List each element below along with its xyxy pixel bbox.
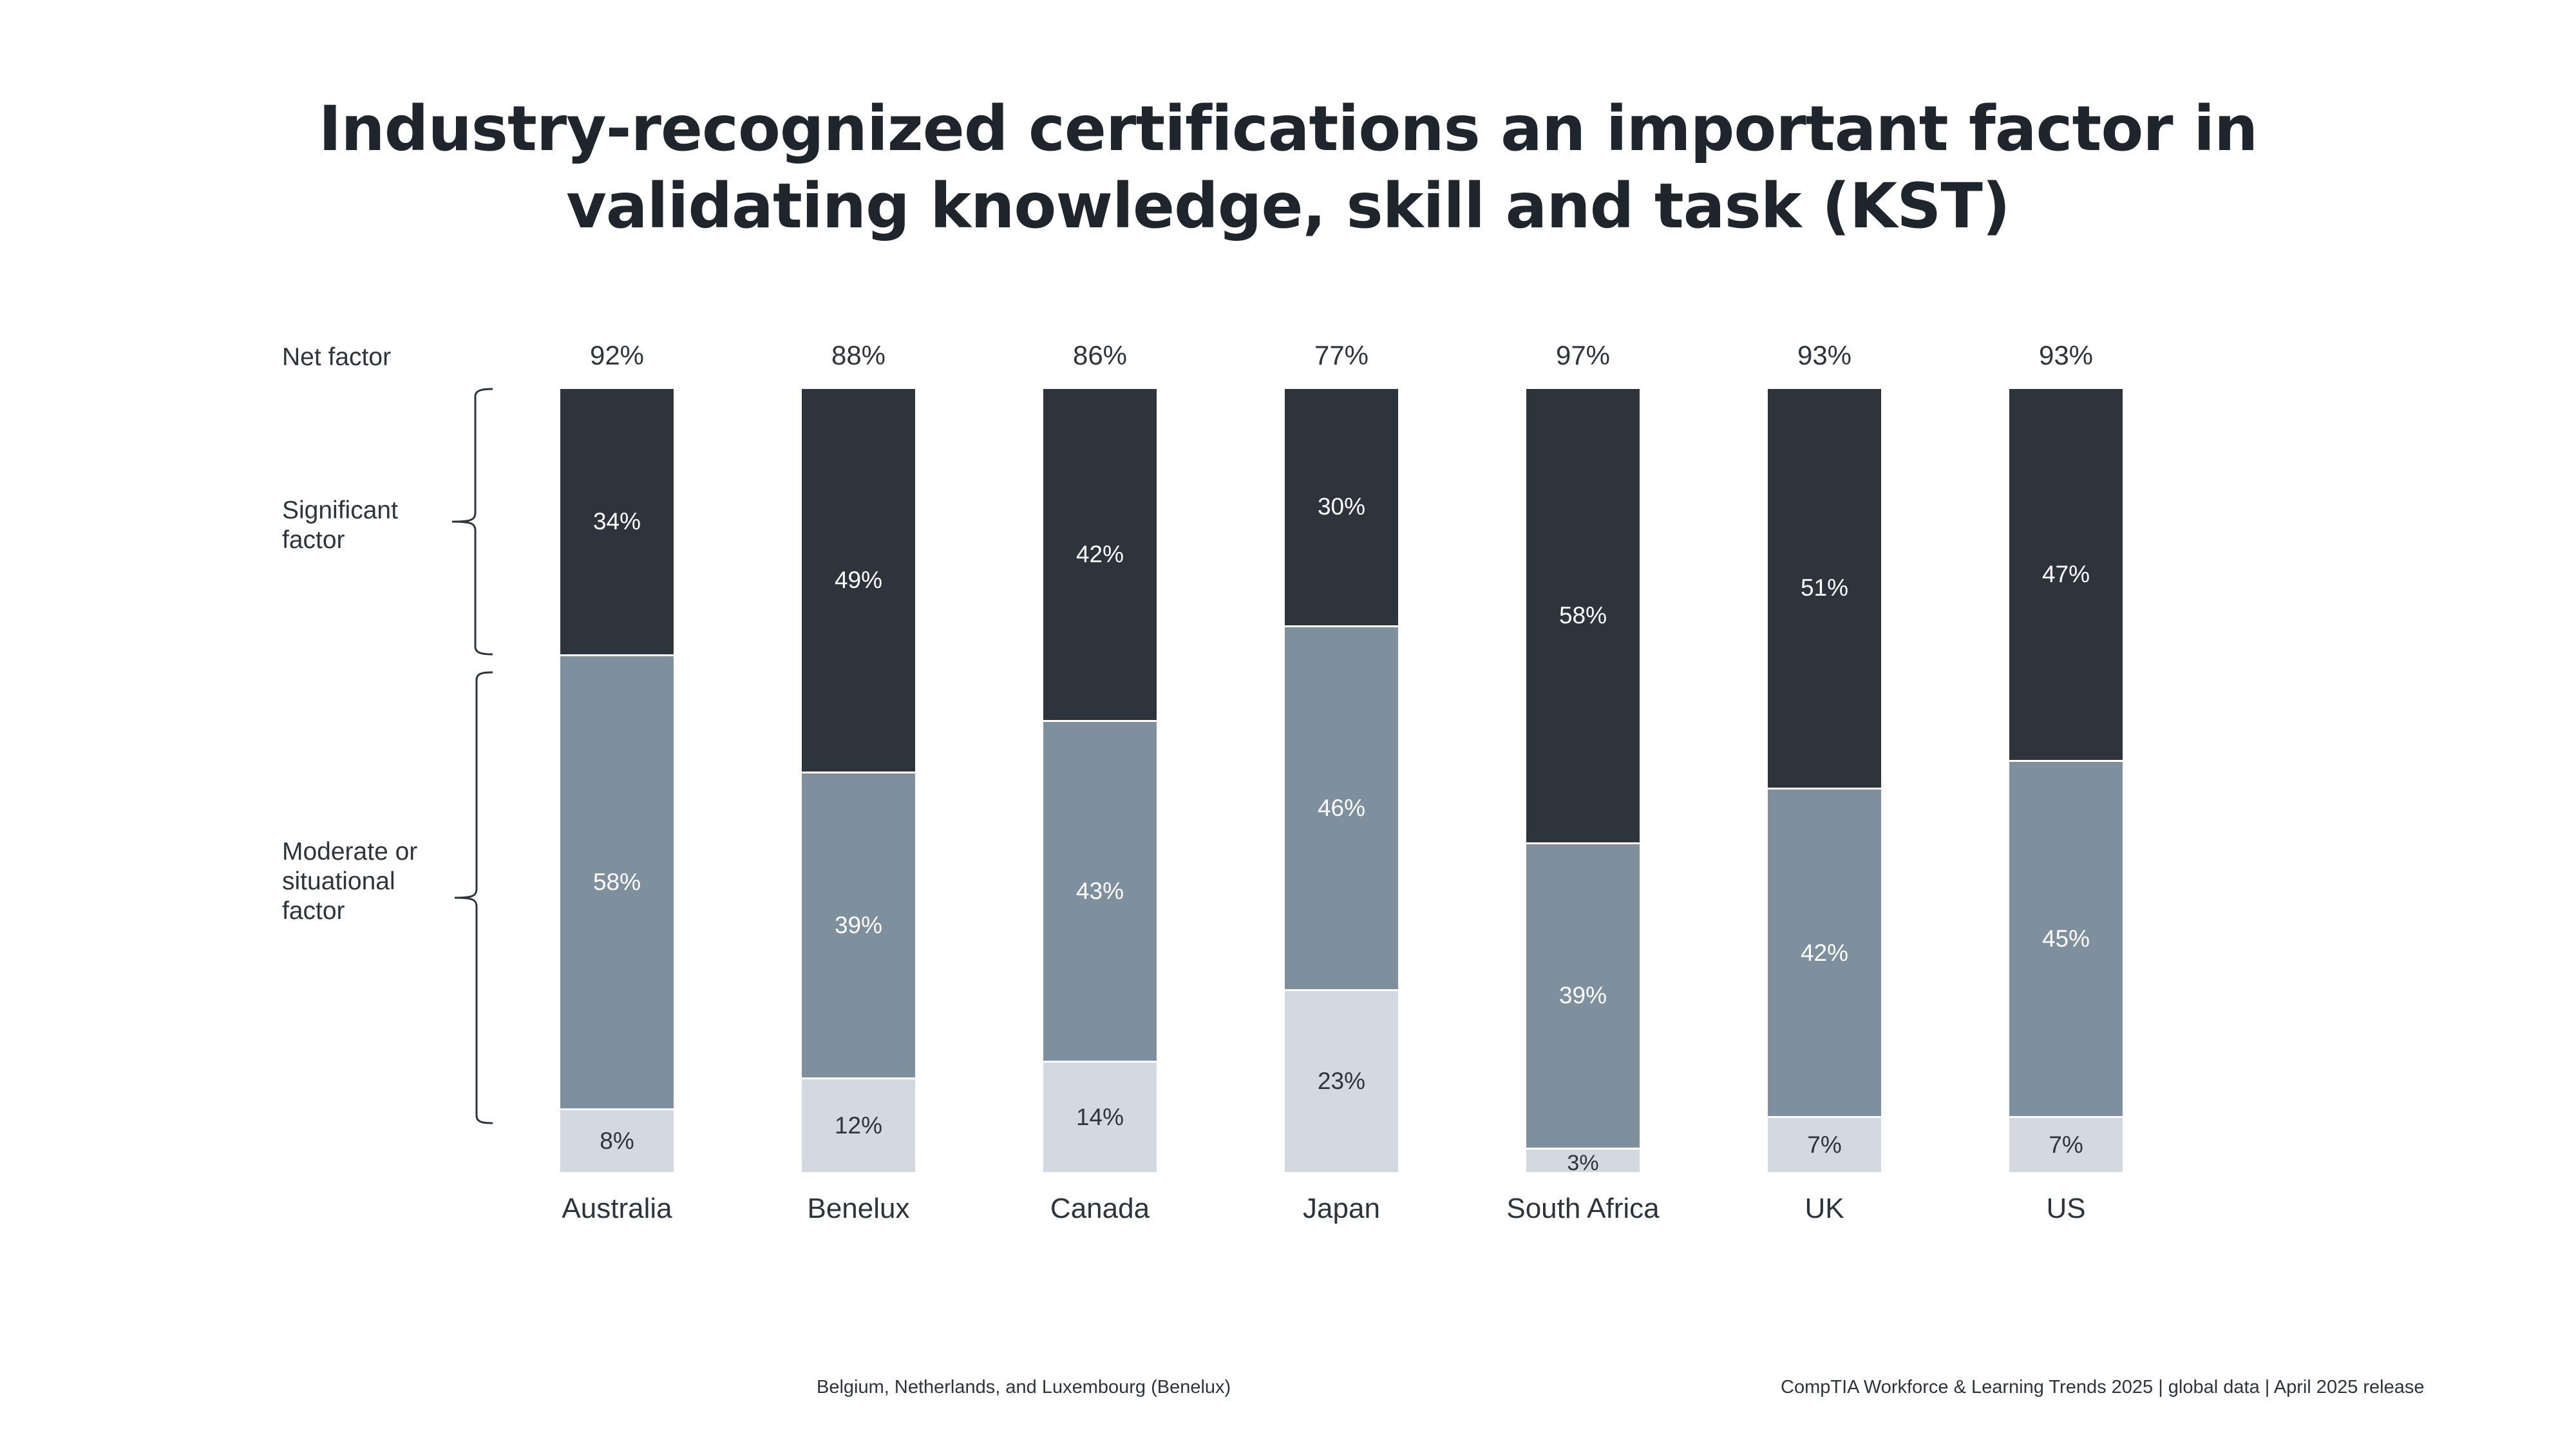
category-label: Benelux <box>807 1193 910 1224</box>
significant-factor-label: Significant factor <box>282 496 398 555</box>
low-value-label: 3% <box>1567 1151 1599 1175</box>
category-label: Japan <box>1303 1193 1380 1224</box>
moderate-segment: 46% <box>1285 627 1398 989</box>
significant-segment: 34% <box>560 389 674 654</box>
significant-segment: 42% <box>1043 389 1157 721</box>
net-factor-value: 88% <box>831 340 886 370</box>
moderate-label-line-3: factor <box>282 897 345 925</box>
low-value-label: 12% <box>834 1112 883 1139</box>
significant-label-line-2: factor <box>282 526 345 554</box>
significant-value-label: 58% <box>1558 601 1607 629</box>
category-label: US <box>2046 1193 2086 1224</box>
low-segment: 23% <box>1285 990 1398 1172</box>
moderate-label-line-1: Moderate or <box>282 838 418 866</box>
benelux-footnote: Belgium, Netherlands, and Luxembourg (Be… <box>817 1377 1231 1397</box>
moderate-value-label: 58% <box>592 869 641 896</box>
significant-value-label: 51% <box>1800 574 1849 601</box>
moderate-segment: 43% <box>1043 722 1157 1061</box>
moderate-segment: 58% <box>560 656 674 1109</box>
moderate-factor-label: Moderate or situational factor <box>282 837 417 926</box>
significant-value-label: 34% <box>592 507 641 535</box>
category-label: Australia <box>562 1193 672 1224</box>
low-value-label: 23% <box>1317 1068 1366 1095</box>
source-footnote: CompTIA Workforce & Learning Trends 2025… <box>1781 1377 2425 1397</box>
category-label: South Africa <box>1506 1193 1660 1224</box>
moderate-value-label: 42% <box>1800 939 1849 966</box>
significant-brace-icon <box>451 388 493 656</box>
category-label: Canada <box>1050 1193 1150 1224</box>
low-value-label: 7% <box>1807 1132 1842 1159</box>
net-factor-value: 97% <box>1555 340 1611 370</box>
low-value-label: 8% <box>600 1128 634 1155</box>
net-factor-value: 92% <box>589 340 645 370</box>
net-factor-value: 93% <box>2038 340 2094 370</box>
low-segment: 8% <box>560 1110 674 1172</box>
chart-title: Industry-recognized certifications an im… <box>0 90 2576 245</box>
moderate-value-label: 43% <box>1075 877 1124 904</box>
low-segment: 7% <box>1768 1118 1881 1172</box>
moderate-segment: 42% <box>1768 789 1881 1117</box>
moderate-brace-icon <box>454 671 493 1124</box>
low-segment: 7% <box>2009 1117 2123 1172</box>
net-factor-value: 93% <box>1797 340 1852 370</box>
moderate-segment: 45% <box>2009 761 2123 1116</box>
significant-segment: 58% <box>1526 389 1640 842</box>
significant-segment: 49% <box>802 389 915 772</box>
significant-value-label: 30% <box>1317 493 1366 520</box>
category-label: UK <box>1804 1193 1844 1224</box>
moderate-value-label: 39% <box>1558 982 1607 1009</box>
moderate-label-line-2: situational <box>282 867 395 895</box>
low-segment: 12% <box>802 1079 915 1172</box>
moderate-segment: 39% <box>802 773 915 1077</box>
significant-segment: 47% <box>2009 389 2123 760</box>
low-segment: 3% <box>1526 1150 1640 1175</box>
moderate-segment: 39% <box>1526 844 1640 1148</box>
net-factor-label: Net factor <box>282 343 392 371</box>
moderate-value-label: 45% <box>2041 925 2090 952</box>
chart-title-line-1: Industry-recognized certifications an im… <box>318 93 2259 165</box>
significant-value-label: 49% <box>834 567 883 594</box>
net-factor-value: 77% <box>1314 340 1369 370</box>
significant-label-line-1: Significant <box>282 497 398 524</box>
low-segment: 14% <box>1043 1062 1157 1172</box>
significant-value-label: 47% <box>2041 560 2090 587</box>
low-value-label: 14% <box>1075 1103 1124 1130</box>
moderate-value-label: 39% <box>834 911 883 938</box>
significant-segment: 30% <box>1285 389 1398 625</box>
significant-segment: 51% <box>1768 389 1881 788</box>
net-factor-value: 86% <box>1072 340 1128 370</box>
moderate-value-label: 46% <box>1317 794 1366 821</box>
significant-value-label: 42% <box>1075 541 1124 568</box>
chart-title-line-2: validating knowledge, skill and task (KS… <box>566 170 2010 242</box>
low-value-label: 7% <box>2049 1131 2083 1158</box>
